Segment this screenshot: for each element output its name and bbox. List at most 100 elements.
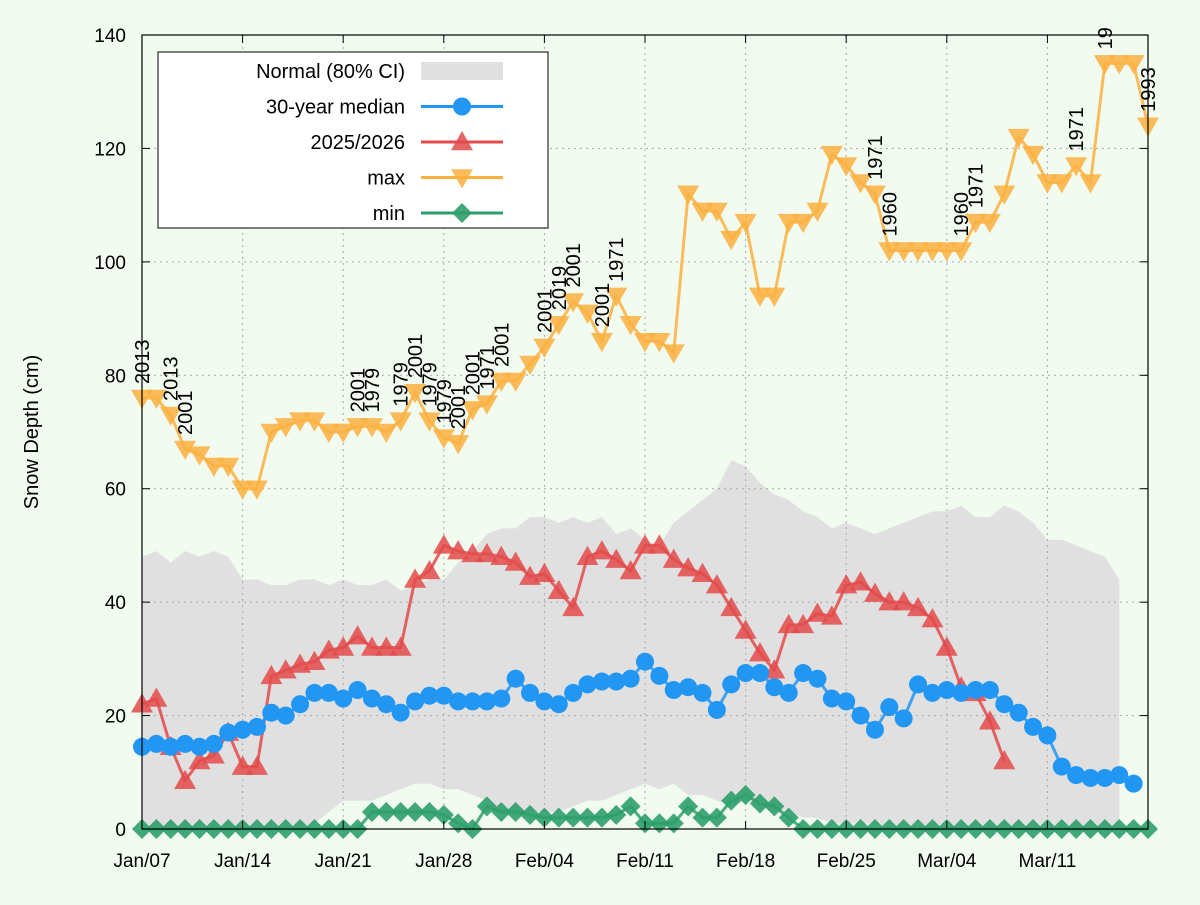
year-annotation: 1971	[1066, 107, 1088, 152]
year-annotation: 1979	[362, 368, 384, 413]
point-max	[921, 242, 944, 262]
point-max	[677, 185, 700, 205]
point-30-year-median	[952, 683, 971, 702]
point-max	[375, 423, 398, 443]
y-tick-label: 60	[105, 480, 126, 501]
point-30-year-median	[937, 681, 956, 700]
point-min	[491, 801, 512, 822]
point-2025-2026	[777, 613, 800, 634]
point-30-year-median	[492, 689, 511, 708]
point-30-year-median	[506, 669, 525, 688]
point-30-year-median	[463, 692, 482, 711]
point-2025-2026	[878, 591, 901, 611]
point-2025-2026	[174, 769, 197, 790]
point-min	[405, 801, 426, 822]
point-2025-2026	[432, 534, 455, 554]
point-max	[475, 395, 498, 415]
point-max	[950, 242, 973, 262]
x-tick-label: Mar/04	[917, 851, 977, 872]
plot-frame-layer	[141, 34, 1149, 830]
point-30-year-median	[477, 692, 496, 711]
year-annotation: 2001	[448, 385, 470, 430]
point-2025-2026	[720, 596, 743, 617]
y-tick-label: 40	[105, 593, 126, 614]
point-min	[548, 807, 569, 828]
point-max	[533, 338, 556, 358]
point-min	[735, 784, 756, 805]
y-tick-label: 120	[94, 139, 126, 160]
x-tick-label: Jan/07	[113, 851, 170, 872]
year-annotation: 1971	[477, 345, 499, 390]
point-2025-2026	[274, 659, 297, 679]
point-2025-2026	[346, 625, 369, 645]
point-30-year-median	[750, 664, 769, 683]
point-30-year-median	[535, 692, 554, 711]
tick-labels-layer: 0 20 40 60 80 100 120 140 Jan/07 Jan/14 Jan/21 Jan/…	[94, 26, 1076, 872]
point-max	[964, 213, 987, 234]
point-2025-2026	[748, 642, 771, 662]
point-30-year-median	[362, 689, 381, 708]
y-tick-label: 0	[115, 820, 126, 841]
point-2025-2026	[806, 602, 829, 622]
point-min	[591, 807, 612, 828]
point-30-year-median	[995, 695, 1014, 714]
point-max	[289, 412, 312, 432]
point-max	[490, 372, 513, 392]
year-annotation: 1979	[419, 362, 441, 407]
point-30-year-median	[247, 717, 266, 736]
point-min	[721, 790, 742, 811]
point-max	[892, 242, 915, 262]
point-min	[649, 813, 670, 834]
point-30-year-median	[233, 720, 252, 739]
point-min	[778, 807, 799, 828]
point-max	[863, 185, 886, 205]
point-max	[317, 423, 340, 443]
point-max	[1079, 174, 1102, 194]
point-max	[389, 412, 412, 432]
point-max	[1093, 55, 1116, 75]
point-30-year-median	[521, 683, 540, 702]
point-30-year-median	[650, 666, 669, 685]
point-min	[678, 796, 699, 817]
point-max	[878, 242, 901, 262]
legend-label: min	[373, 203, 405, 225]
point-30-year-median	[779, 683, 798, 702]
point-max	[978, 213, 1001, 234]
series-max	[131, 55, 1159, 500]
point-30-year-median	[334, 689, 353, 708]
point-max	[245, 480, 268, 500]
point-2025-2026	[677, 557, 700, 577]
point-2025-2026	[504, 551, 527, 571]
point-30-year-median	[621, 669, 640, 688]
point-2025-2026	[634, 534, 656, 554]
point-2025-2026	[734, 619, 757, 639]
point-2025-2026	[490, 545, 513, 566]
legend-label: Normal (80% CI)	[256, 61, 405, 83]
point-30-year-median	[291, 695, 310, 714]
point-30-year-median	[794, 664, 813, 683]
point-2025-2026	[260, 664, 283, 685]
point-max	[662, 344, 685, 364]
point-max	[634, 333, 656, 353]
year-annotation: 1971	[606, 237, 628, 282]
point-30-year-median	[736, 664, 755, 683]
point-30-year-median	[607, 672, 626, 691]
year-annotation: 2001	[592, 283, 614, 328]
legend-swatch-band	[421, 62, 503, 80]
point-30-year-median	[262, 703, 281, 722]
point-2025-2026	[648, 534, 671, 554]
point-2025-2026	[576, 545, 599, 566]
point-30-year-median	[1081, 768, 1100, 787]
point-30-year-median	[765, 678, 784, 697]
point-30-year-median	[176, 734, 195, 753]
x-tick-label: Mar/11	[1019, 851, 1077, 872]
point-2025-2026	[705, 574, 728, 594]
point-30-year-median	[549, 695, 568, 714]
point-30-year-median	[305, 683, 324, 702]
point-max	[835, 157, 858, 177]
point-30-year-median	[722, 675, 741, 694]
year-annotation: 2001	[405, 334, 427, 379]
year-annotation: 2001	[563, 243, 585, 288]
x-tick-label: Feb/11	[616, 851, 674, 872]
